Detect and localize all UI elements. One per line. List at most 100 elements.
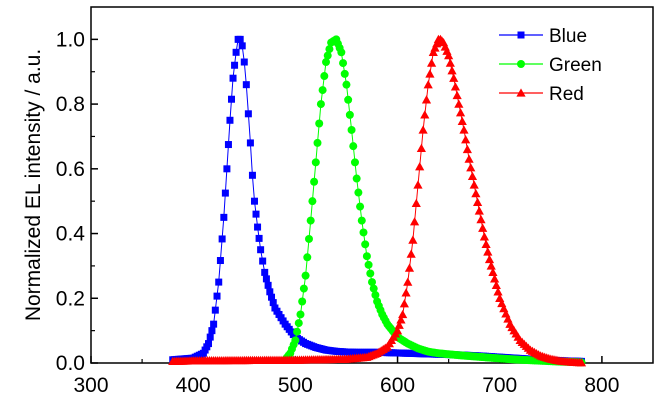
data-point: [342, 80, 351, 89]
data-point: [420, 110, 430, 119]
data-point: [262, 275, 270, 283]
data-point: [268, 293, 276, 301]
data-point: [354, 188, 363, 197]
data-point: [469, 180, 479, 189]
data-point: [409, 217, 420, 226]
data-point: [240, 58, 248, 66]
data-point: [369, 284, 378, 293]
data-point: [257, 246, 265, 254]
data-point: [226, 116, 234, 124]
data-point: [399, 299, 409, 308]
data-point: [345, 110, 354, 119]
data-point: [316, 100, 325, 109]
data-point: [224, 141, 232, 149]
data-point: [361, 240, 370, 249]
data-point: [213, 292, 221, 300]
data-point: [362, 252, 371, 261]
data-point: [252, 210, 260, 218]
data-point: [255, 234, 263, 242]
y-tick-label: 0.0: [56, 352, 85, 375]
data-point: [254, 223, 262, 231]
data-point: [368, 278, 376, 287]
data-point: [306, 216, 315, 225]
x-tick-label: 800: [584, 374, 619, 397]
data-point: [315, 119, 324, 128]
data-point: [221, 189, 229, 197]
data-point: [320, 72, 329, 81]
data-point: [238, 42, 246, 50]
legend: Blue Green Red: [499, 26, 602, 105]
data-point: [259, 257, 267, 265]
series-blue: [169, 35, 585, 365]
series-layer: [168, 34, 587, 367]
legend-label: Green: [549, 55, 602, 76]
data-point: [476, 214, 486, 224]
y-axis-ticks: 0.0 0.2 0.4 0.6 0.8 1.0: [56, 28, 98, 375]
data-point: [337, 48, 346, 57]
data-point: [220, 213, 228, 221]
data-point: [450, 82, 461, 91]
data-point: [340, 69, 349, 78]
data-point: [352, 174, 361, 183]
data-point: [445, 58, 455, 67]
data-point: [298, 297, 307, 306]
legend-label: Blue: [549, 26, 587, 47]
data-point: [449, 73, 459, 82]
data-point: [462, 144, 472, 154]
data-point: [339, 59, 348, 68]
legend-marker: [517, 60, 525, 68]
data-point: [264, 281, 272, 289]
x-tick-label: 600: [380, 374, 415, 397]
y-tick-label: 0.2: [56, 287, 85, 310]
data-point: [364, 260, 373, 269]
data-point: [401, 288, 411, 297]
data-point: [250, 197, 258, 205]
plot-frame: [90, 6, 654, 364]
x-tick-label: 300: [73, 374, 108, 397]
data-point: [472, 197, 483, 206]
data-point: [244, 110, 252, 118]
series-line-red: [172, 38, 582, 364]
data-point: [452, 90, 462, 100]
data-point: [303, 253, 312, 262]
data-point: [484, 254, 495, 264]
data-point: [403, 277, 413, 286]
data-point: [211, 306, 219, 314]
x-tick-label: 700: [482, 374, 517, 397]
data-point: [325, 45, 334, 54]
data-point: [215, 278, 223, 286]
data-point: [423, 80, 433, 89]
data-point: [396, 315, 406, 324]
data-point: [350, 158, 359, 167]
data-point: [261, 268, 269, 276]
data-point: [322, 58, 331, 67]
legend-item-green: Green: [499, 55, 602, 76]
data-point: [310, 177, 319, 186]
data-point: [308, 197, 317, 206]
data-point: [416, 143, 426, 153]
data-point: [299, 284, 308, 293]
data-point: [242, 81, 250, 89]
data-point: [408, 235, 418, 244]
data-point: [411, 198, 421, 208]
data-point: [474, 206, 484, 215]
data-point: [467, 171, 478, 181]
y-tick-label: 1.0: [56, 28, 85, 51]
y-tick-label: 0.6: [56, 158, 85, 181]
data-point: [210, 320, 218, 328]
data-point: [461, 135, 471, 144]
data-point: [232, 48, 240, 56]
legend-marker: [517, 31, 525, 39]
legend-label: Red: [549, 84, 584, 105]
data-point: [344, 95, 353, 104]
legend-marker: [516, 88, 526, 97]
data-point: [296, 310, 305, 319]
data-point: [428, 47, 438, 56]
data-point: [488, 267, 498, 277]
data-point: [246, 139, 254, 147]
data-point: [455, 108, 466, 117]
data-point: [491, 280, 501, 290]
data-point: [371, 291, 380, 300]
y-tick-label: 0.4: [56, 223, 86, 246]
data-point: [447, 66, 457, 75]
